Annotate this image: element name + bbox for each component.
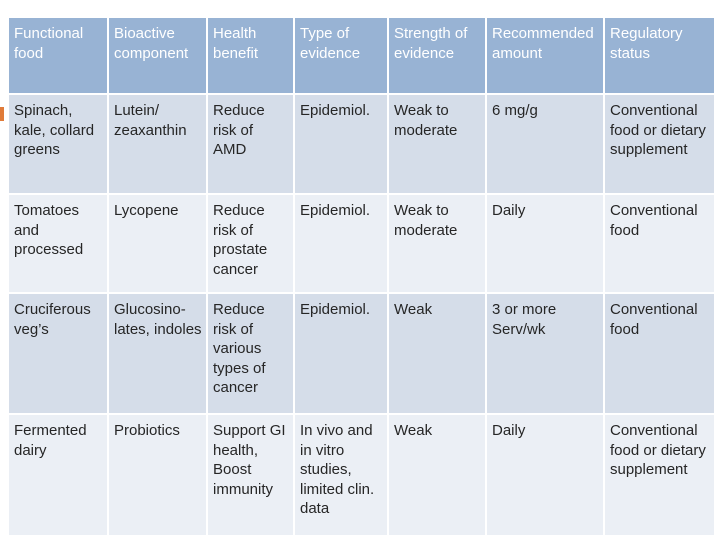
cell-strength-of-evidence: Weak to moderate	[387, 193, 487, 294]
cell-recommended-amount: Daily	[485, 413, 605, 537]
cell-strength-of-evidence: Weak to moderate	[387, 93, 487, 195]
cell-recommended-amount: 6 mg/g	[485, 93, 605, 195]
cell-type-of-evidence: Epidemiol.	[293, 193, 389, 294]
table-header-row: Functional food Bioactive component Heal…	[7, 16, 716, 95]
header-strength-of-evidence: Strength of evidence	[387, 16, 487, 95]
cell-type-of-evidence: Epidemiol.	[293, 93, 389, 195]
cell-strength-of-evidence: Weak	[387, 413, 487, 537]
slide-accent-mark	[0, 107, 4, 121]
table-row: Fermented dairy Probiotics Support GI he…	[7, 413, 716, 537]
header-health-benefit: Health benefit	[206, 16, 295, 95]
cell-health-benefit: Reduce risk of AMD	[206, 93, 295, 195]
cell-functional-food: Spinach, kale, collard greens	[7, 93, 109, 195]
cell-type-of-evidence: Epidemiol.	[293, 292, 389, 415]
header-regulatory-status: Regulatory status	[603, 16, 716, 95]
table-row: Cruciferous veg’s Glucosino-lates, indol…	[7, 292, 716, 415]
cell-regulatory-status: Conventional food	[603, 193, 716, 294]
cell-regulatory-status: Conventional food	[603, 292, 716, 415]
header-recommended-amount: Recommended amount	[485, 16, 605, 95]
header-functional-food: Functional food	[7, 16, 109, 95]
functional-food-table: Functional food Bioactive component Heal…	[7, 16, 716, 537]
header-bioactive-component: Bioactive component	[107, 16, 208, 95]
cell-bioactive-component: Probiotics	[107, 413, 208, 537]
cell-bioactive-component: Lutein/ zeaxanthin	[107, 93, 208, 195]
cell-regulatory-status: Conventional food or dietary supplement	[603, 93, 716, 195]
header-type-of-evidence: Type of evidence	[293, 16, 389, 95]
cell-bioactive-component: Glucosino-lates, indoles	[107, 292, 208, 415]
table-row: Spinach, kale, collard greens Lutein/ ze…	[7, 93, 716, 195]
cell-recommended-amount: 3 or more Serv/wk	[485, 292, 605, 415]
cell-strength-of-evidence: Weak	[387, 292, 487, 415]
cell-recommended-amount: Daily	[485, 193, 605, 294]
cell-type-of-evidence: In vivo and in vitro studies, limited cl…	[293, 413, 389, 537]
cell-health-benefit: Reduce risk of various types of cancer	[206, 292, 295, 415]
cell-functional-food: Fermented dairy	[7, 413, 109, 537]
cell-functional-food: Cruciferous veg’s	[7, 292, 109, 415]
cell-functional-food: Tomatoes and processed	[7, 193, 109, 294]
cell-health-benefit: Reduce risk of prostate cancer	[206, 193, 295, 294]
table-row: Tomatoes and processed Lycopene Reduce r…	[7, 193, 716, 294]
cell-regulatory-status: Conventional food or dietary supplement	[603, 413, 716, 537]
cell-bioactive-component: Lycopene	[107, 193, 208, 294]
cell-health-benefit: Support GI health, Boost immunity	[206, 413, 295, 537]
